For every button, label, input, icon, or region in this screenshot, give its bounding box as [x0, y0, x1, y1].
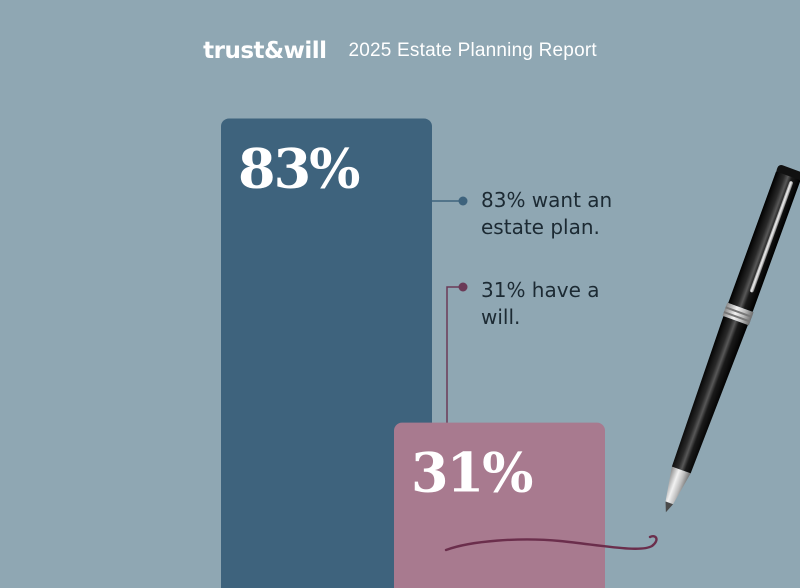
connector-dot-0	[458, 196, 468, 206]
bar-value-label-0: 83%	[238, 136, 359, 200]
brand-logo: trust&will	[203, 38, 327, 64]
bars-layer: 83% 31%	[221, 118, 605, 588]
report-title: 2025 Estate Planning Report	[348, 40, 597, 61]
annotation-want-estate-plan: 83% want an estate plan.	[481, 188, 613, 239]
ballpoint-pen-icon	[665, 165, 800, 513]
signature-squiggle	[444, 535, 658, 552]
report-header: trust&will 2025 Estate Planning Report	[0, 38, 800, 64]
connectors-layer	[432, 196, 468, 423]
annotation-have-will: 31% have a will.	[481, 278, 600, 329]
bar-1	[394, 422, 605, 588]
connector-line-1	[446, 286, 463, 423]
bar-value-label-1: 31%	[411, 441, 532, 505]
connector-dot-1	[458, 282, 468, 292]
bar-0	[221, 118, 432, 588]
